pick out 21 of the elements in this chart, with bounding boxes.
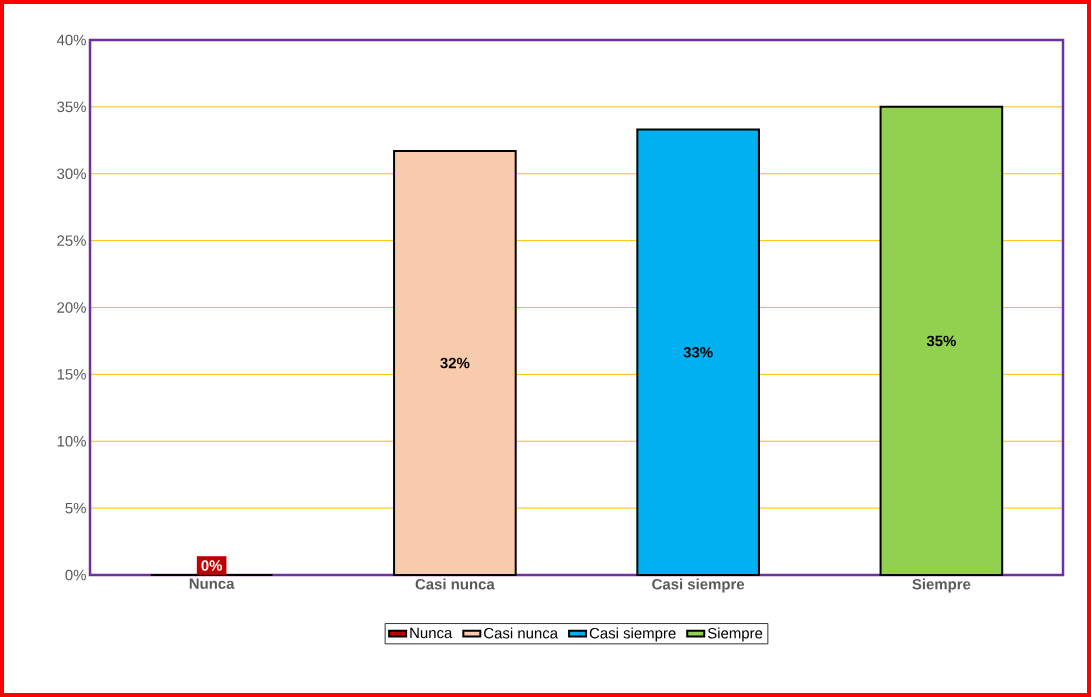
x-tick-label: Casi nunca — [415, 578, 495, 590]
y-tick-label: 30% — [57, 168, 86, 180]
data-label: 32% — [440, 357, 470, 369]
x-tick-label: Casi siempre — [652, 578, 745, 593]
x-tick-label: Siempre — [912, 578, 971, 593]
y-tick-label: 40% — [56, 34, 86, 46]
y-tick-label: 15% — [57, 369, 86, 380]
y-tick-label: 5% — [65, 502, 86, 514]
y-tick-label: 20% — [57, 302, 86, 313]
y-tick-label: 25% — [57, 235, 86, 246]
legend-label: Casi nunca — [484, 627, 559, 639]
y-tick-label: 35% — [57, 101, 86, 113]
legend-label: Siempre — [707, 627, 763, 642]
y-tick-label: 10% — [57, 435, 86, 447]
data-label: 0% — [201, 560, 223, 571]
data-label: 35% — [926, 335, 956, 347]
data-label: 33% — [683, 347, 713, 358]
y-tick-label: 0% — [65, 569, 86, 581]
legend-label: Casi siempre — [589, 627, 676, 642]
legend-label: Nunca — [410, 627, 453, 639]
x-tick-label: Nunca — [189, 578, 235, 589]
